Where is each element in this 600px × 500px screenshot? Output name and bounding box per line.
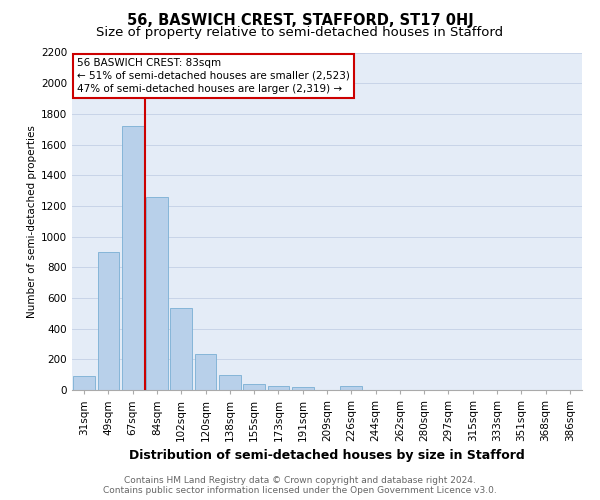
Bar (268, 386, 289, 390)
Bar (219, 374, 241, 390)
Text: 56, BASWICH CREST, STAFFORD, ST17 0HJ: 56, BASWICH CREST, STAFFORD, ST17 0HJ (127, 12, 473, 28)
Text: Size of property relative to semi-detached houses in Stafford: Size of property relative to semi-detach… (97, 26, 503, 39)
Bar (170, 308, 192, 390)
Bar (122, 126, 143, 390)
Text: 56 BASWICH CREST: 83sqm
← 51% of semi-detached houses are smaller (2,523)
47% of: 56 BASWICH CREST: 83sqm ← 51% of semi-de… (77, 58, 350, 94)
Text: Contains HM Land Registry data © Crown copyright and database right 2024.
Contai: Contains HM Land Registry data © Crown c… (103, 476, 497, 495)
Bar (194, 354, 217, 390)
X-axis label: Distribution of semi-detached houses by size in Stafford: Distribution of semi-detached houses by … (129, 450, 525, 462)
Y-axis label: Number of semi-detached properties: Number of semi-detached properties (27, 125, 37, 318)
Bar (97, 252, 119, 390)
Bar (146, 196, 168, 390)
Bar (292, 387, 314, 390)
Bar (73, 376, 95, 390)
Bar (340, 386, 362, 390)
Bar (243, 384, 265, 390)
